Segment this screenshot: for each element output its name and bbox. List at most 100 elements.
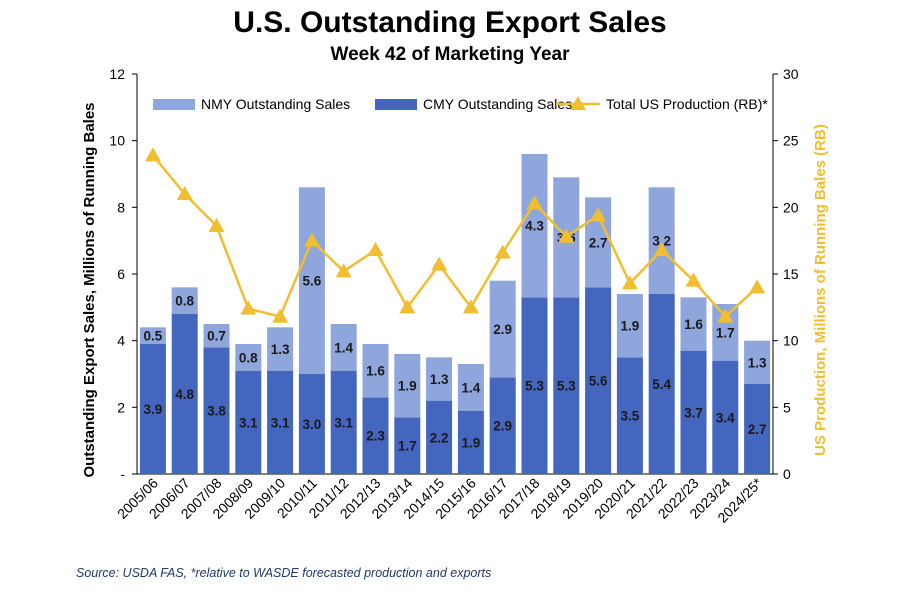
data-label-nmy: 1.7 <box>716 325 735 340</box>
bar-cmy <box>426 400 453 474</box>
bar-cmy <box>585 287 612 474</box>
y2-tick-label: 15 <box>783 266 799 282</box>
bar-nmy <box>521 154 548 298</box>
data-label-nmy: 1.6 <box>366 364 385 379</box>
bar-cmy <box>235 370 262 474</box>
y2-tick-label: 5 <box>783 399 791 415</box>
data-label-cmy: 2.7 <box>748 422 767 437</box>
chart-title: U.S. Outstanding Export Sales <box>233 6 667 39</box>
legend-swatch-cmy <box>375 99 417 110</box>
bar-nmy <box>203 324 230 348</box>
bar-nmy <box>616 294 643 358</box>
production-marker <box>526 195 543 210</box>
data-label-nmy: 0.7 <box>207 329 226 344</box>
data-label-nmy: 1.6 <box>684 317 703 332</box>
data-label-nmy: 5.6 <box>303 274 322 289</box>
bar-nmy <box>235 344 262 371</box>
data-label-nmy: 3.2 <box>652 234 671 249</box>
bar-cmy <box>330 370 357 474</box>
bar-cmy <box>648 294 675 474</box>
y2-tick-label: 0 <box>783 466 791 482</box>
production-marker <box>621 275 638 290</box>
data-label-cmy: 3.7 <box>684 405 703 420</box>
data-label-nmy: 0.5 <box>144 329 163 344</box>
y2-tick-label: 30 <box>783 66 799 82</box>
y-tick-label: 4 <box>117 333 125 349</box>
production-marker <box>335 263 352 278</box>
data-label-nmy: 1.4 <box>334 340 353 355</box>
production-marker <box>431 256 448 271</box>
bar-nmy <box>362 344 389 398</box>
legend-label-cmy: CMY Outstanding Sales <box>423 96 572 112</box>
data-label-cmy: 3.9 <box>144 402 163 417</box>
production-marker <box>367 242 384 256</box>
data-label-cmy: 3.8 <box>207 404 226 419</box>
legend-marker-production <box>570 96 586 110</box>
production-marker <box>462 299 479 314</box>
data-label-nmy: 1.9 <box>621 319 640 334</box>
source-note: Source: USDA FAS, *relative to WASDE for… <box>76 566 492 580</box>
data-label-nmy: 1.3 <box>271 342 290 357</box>
y2-tick-label: 10 <box>783 333 799 349</box>
bar-cmy <box>394 417 421 474</box>
bar-nmy <box>457 364 484 411</box>
bar-cmy <box>298 374 325 474</box>
production-marker <box>272 308 289 323</box>
bar-nmy <box>267 327 294 371</box>
production-marker <box>494 244 511 259</box>
data-label-nmy: 2.7 <box>589 235 608 250</box>
y-tick-label: - <box>120 466 125 482</box>
y-tick-label: 12 <box>109 66 125 82</box>
data-label-cmy: 2.2 <box>430 430 449 445</box>
data-label-nmy: 1.3 <box>430 372 449 387</box>
legend-swatch-nmy <box>153 99 195 110</box>
bar-cmy <box>489 377 516 474</box>
production-marker <box>749 279 766 294</box>
data-label-cmy: 3.4 <box>716 410 735 425</box>
data-label-cmy: 3.0 <box>303 417 322 432</box>
data-label-nmy: 1.4 <box>462 380 481 395</box>
data-label-nmy: 4.3 <box>525 219 544 234</box>
bar-cmy <box>744 384 771 474</box>
data-label-cmy: 3.1 <box>271 415 290 430</box>
bar-nmy <box>139 327 166 344</box>
y2-tick-label: 25 <box>783 133 799 149</box>
production-marker <box>240 300 257 315</box>
bar-cmy <box>553 297 580 474</box>
y-tick-label: 8 <box>117 199 125 215</box>
y2-tick-label: 20 <box>783 199 799 215</box>
bar-cmy <box>139 344 166 474</box>
data-label-cmy: 3.1 <box>239 415 258 430</box>
data-label-nmy: 1.9 <box>398 379 417 394</box>
bar-nmy <box>680 297 707 351</box>
y-axis-title: Outstanding Export Sales, Millions of Ru… <box>81 102 98 477</box>
bar-nmy <box>330 324 357 371</box>
chart-subtitle: Week 42 of Marketing Year <box>330 44 570 65</box>
data-label-cmy: 5.4 <box>652 377 671 392</box>
data-label-nmy: 0.8 <box>175 294 194 309</box>
data-label-cmy: 5.3 <box>557 379 576 394</box>
data-label-cmy: 4.8 <box>175 387 194 402</box>
production-marker <box>590 207 607 222</box>
bar-cmy <box>457 410 484 474</box>
y2-axis-title: US Production, Millions of Running Bales… <box>812 124 829 456</box>
y-tick-label: 6 <box>117 266 125 282</box>
y-tick-label: 10 <box>109 133 125 149</box>
data-label-cmy: 5.3 <box>525 379 544 394</box>
bar-cmy <box>267 370 294 474</box>
legend-label-nmy: NMY Outstanding Sales <box>201 96 350 112</box>
production-marker <box>399 299 416 314</box>
data-label-nmy: 2.9 <box>493 322 512 337</box>
bar-cmy <box>521 297 548 474</box>
production-marker <box>144 147 161 162</box>
data-label-cmy: 1.7 <box>398 439 417 454</box>
production-marker <box>653 242 670 256</box>
data-label-cmy: 1.9 <box>462 435 481 450</box>
production-marker <box>558 228 575 243</box>
bar-cmy <box>203 347 230 474</box>
bar-nmy <box>171 287 198 314</box>
data-label-cmy: 2.9 <box>493 419 512 434</box>
data-label-nmy: 0.8 <box>239 350 258 365</box>
data-label-cmy: 5.6 <box>589 374 608 389</box>
